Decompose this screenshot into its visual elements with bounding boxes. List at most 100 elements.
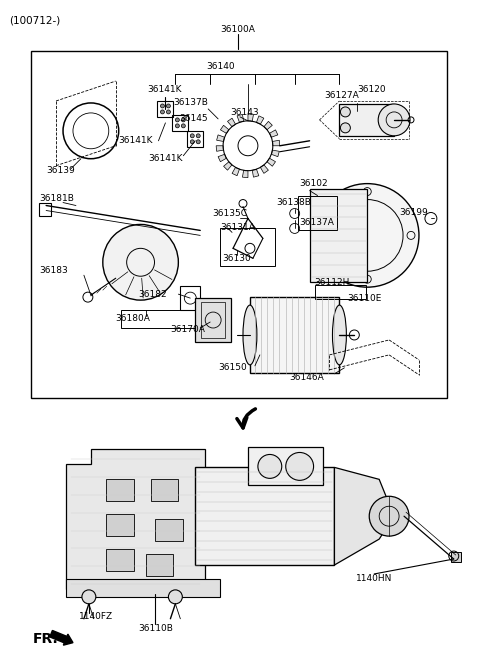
Text: 36140: 36140 (206, 62, 234, 71)
Bar (180, 286, 200, 310)
Circle shape (196, 134, 200, 138)
Bar (31, 51, 447, 398)
Text: 36135C: 36135C (212, 209, 247, 218)
Circle shape (190, 134, 194, 138)
Text: 36180A: 36180A (116, 314, 151, 323)
Bar (201, 302, 225, 338)
Polygon shape (216, 146, 224, 152)
Circle shape (181, 124, 185, 128)
Ellipse shape (243, 305, 257, 365)
Circle shape (378, 104, 410, 136)
Text: 36110E: 36110E (348, 294, 382, 302)
Text: 36127A: 36127A (324, 91, 359, 100)
Polygon shape (237, 114, 244, 123)
Text: 36143: 36143 (230, 108, 259, 117)
Polygon shape (66, 449, 205, 589)
Text: 1140FZ: 1140FZ (79, 612, 113, 621)
Text: 36100A: 36100A (221, 25, 255, 33)
Circle shape (190, 140, 194, 144)
Polygon shape (224, 162, 232, 170)
Polygon shape (260, 165, 268, 173)
Bar (106, 549, 133, 571)
Text: (100712-): (100712-) (9, 15, 60, 26)
Polygon shape (267, 158, 276, 166)
Bar (451, 552, 461, 562)
Circle shape (168, 590, 182, 604)
Bar (248, 447, 323, 485)
Circle shape (340, 107, 350, 117)
Bar (66, 579, 220, 597)
Polygon shape (232, 167, 240, 176)
Polygon shape (252, 169, 259, 177)
Bar (310, 188, 367, 282)
Bar (195, 468, 335, 565)
Text: 36137B: 36137B (173, 98, 208, 108)
Polygon shape (228, 118, 236, 127)
Polygon shape (269, 130, 278, 137)
Text: 36145: 36145 (180, 114, 208, 123)
Text: 36139: 36139 (46, 166, 75, 175)
Bar (39, 203, 51, 216)
Circle shape (286, 453, 313, 480)
Text: 36112H: 36112H (314, 277, 350, 287)
Bar (156, 519, 183, 541)
Circle shape (160, 104, 165, 108)
Polygon shape (242, 171, 248, 178)
Text: 36199: 36199 (399, 208, 428, 217)
Polygon shape (256, 116, 264, 124)
Bar (120, 310, 195, 328)
Bar (339, 104, 394, 136)
Circle shape (196, 140, 200, 144)
Circle shape (82, 590, 96, 604)
Text: 36138B: 36138B (276, 198, 311, 207)
Text: 36141K: 36141K (148, 154, 183, 163)
Polygon shape (335, 468, 394, 565)
Text: 36120: 36120 (357, 85, 386, 94)
Circle shape (181, 118, 185, 122)
Text: 36182: 36182 (139, 290, 167, 298)
Text: 36131A: 36131A (220, 223, 255, 232)
Text: 36141K: 36141K (147, 85, 182, 94)
Bar (220, 228, 275, 266)
Text: 36183: 36183 (39, 266, 68, 275)
Circle shape (103, 224, 179, 300)
Circle shape (315, 184, 419, 287)
Polygon shape (273, 140, 280, 146)
Circle shape (369, 497, 409, 536)
Text: 36146A: 36146A (290, 373, 324, 382)
Circle shape (258, 455, 282, 478)
Circle shape (160, 110, 165, 114)
Circle shape (175, 124, 180, 128)
Circle shape (167, 110, 170, 114)
Bar (151, 480, 179, 501)
Polygon shape (216, 135, 225, 142)
Bar (187, 131, 203, 147)
Polygon shape (264, 121, 272, 130)
Bar (106, 514, 133, 536)
Bar (298, 195, 337, 230)
Bar (145, 554, 173, 576)
Ellipse shape (333, 305, 347, 365)
Text: 36141K: 36141K (119, 136, 153, 145)
Bar (195, 298, 231, 342)
Polygon shape (218, 154, 227, 162)
Polygon shape (220, 125, 229, 133)
Bar (157, 101, 173, 117)
Polygon shape (248, 114, 253, 121)
Circle shape (175, 118, 180, 122)
Bar (314, 285, 366, 299)
Text: 36170A: 36170A (170, 325, 205, 335)
Text: 36181B: 36181B (39, 194, 74, 203)
Circle shape (340, 123, 350, 133)
Text: 1140HN: 1140HN (356, 575, 393, 583)
Text: 36150: 36150 (218, 363, 247, 373)
FancyArrow shape (50, 630, 73, 645)
Text: 36102: 36102 (300, 179, 328, 188)
Text: FR.: FR. (33, 632, 59, 646)
Bar (250, 297, 339, 373)
Bar (172, 115, 188, 131)
Circle shape (167, 104, 170, 108)
Text: 36110B: 36110B (138, 625, 173, 633)
Text: 36137A: 36137A (300, 218, 335, 227)
Bar (106, 480, 133, 501)
